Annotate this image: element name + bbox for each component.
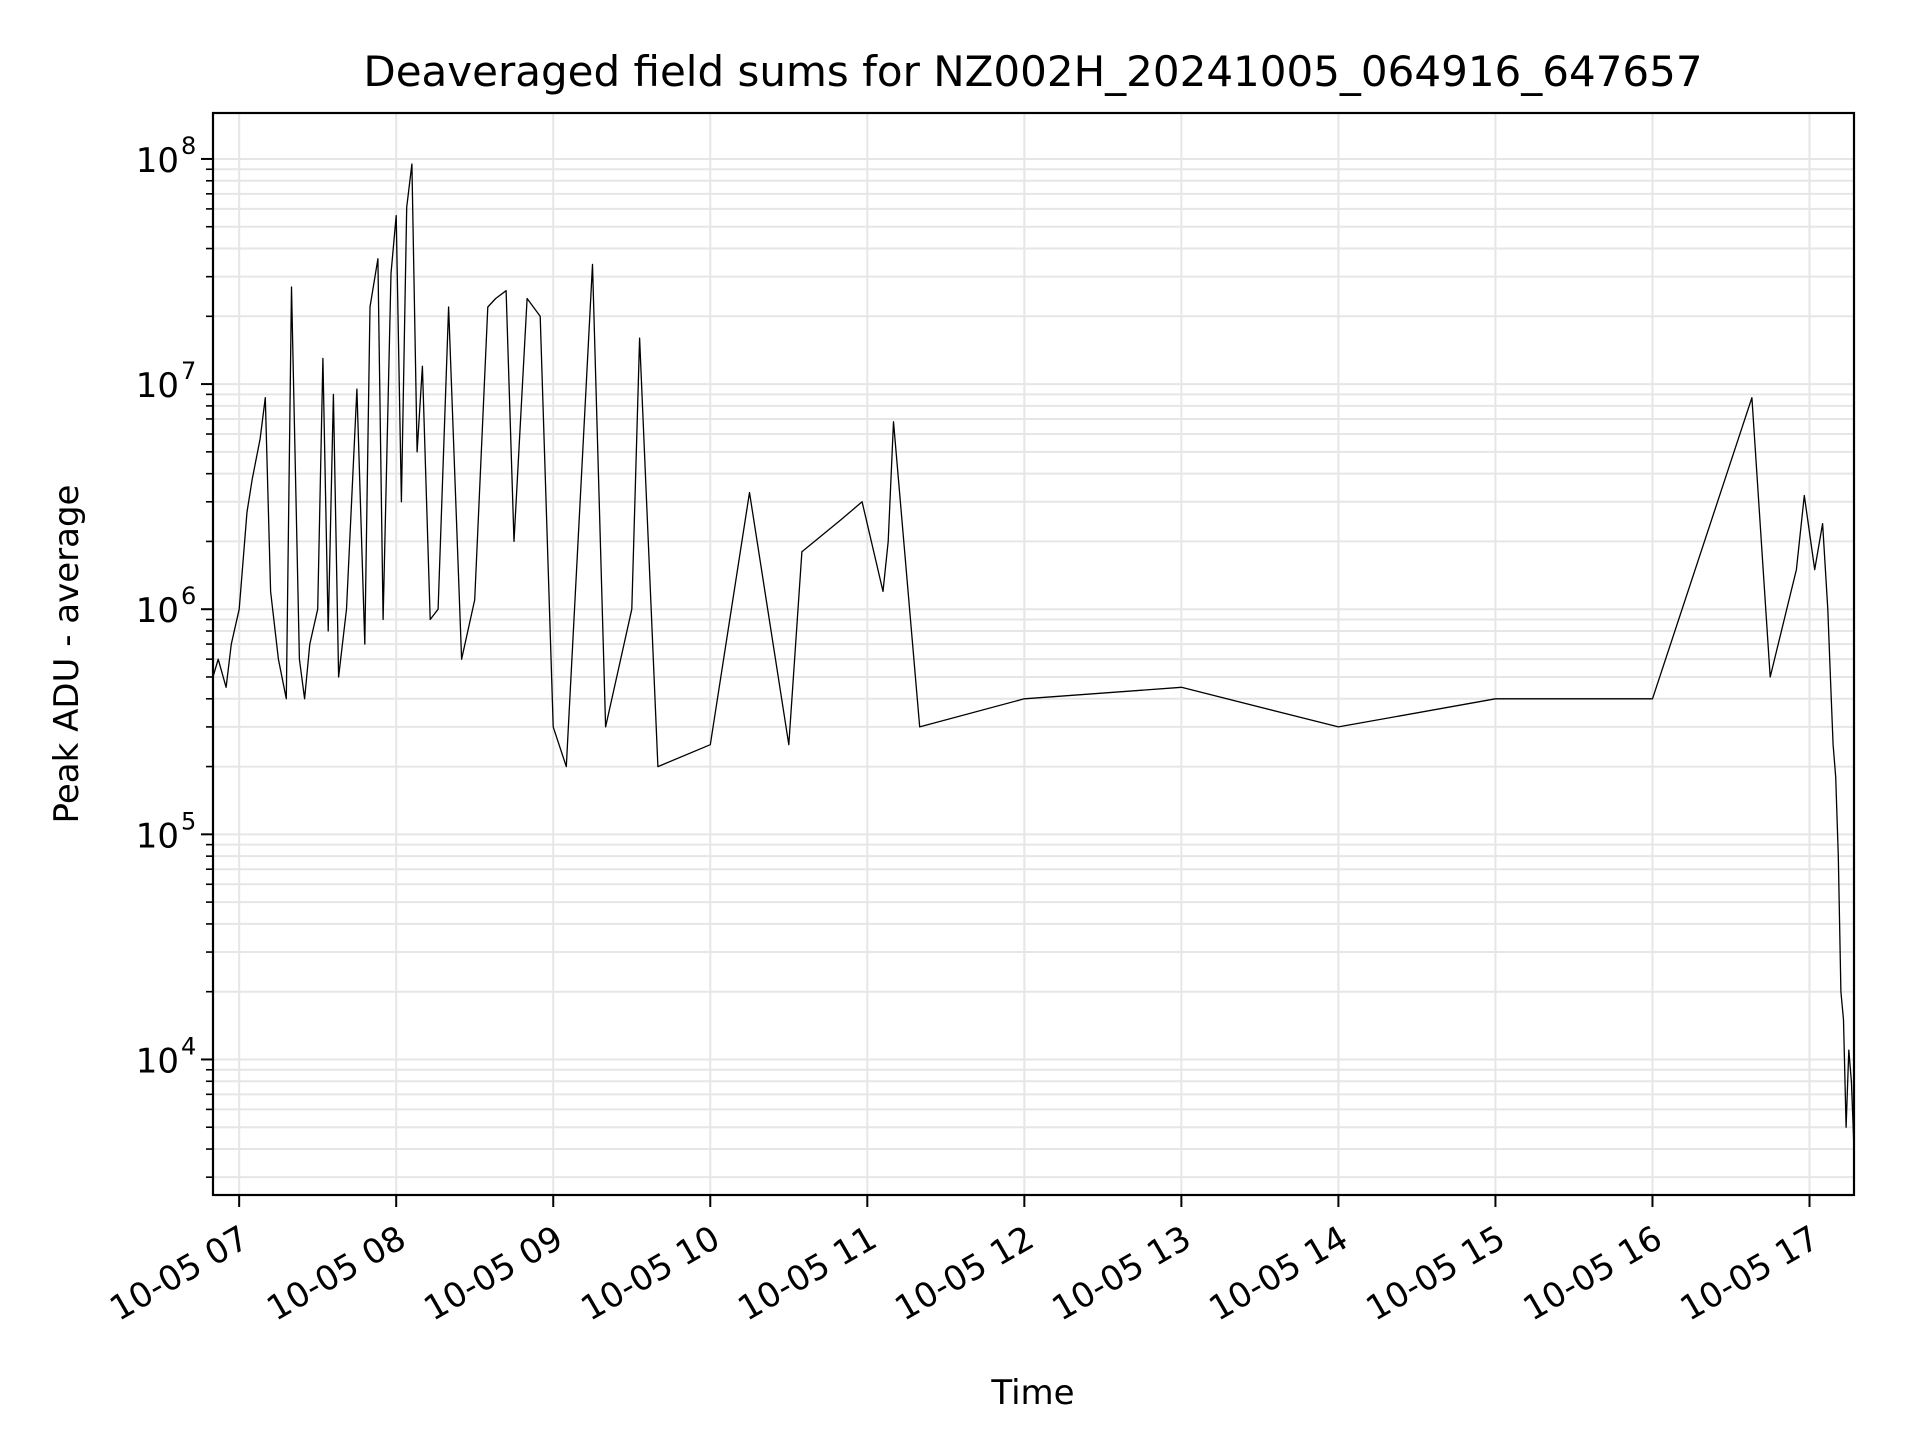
y-tick-exponent: 8 xyxy=(181,132,196,160)
y-tick-exponent: 4 xyxy=(181,1032,196,1060)
y-axis-label: Peak ADU - average xyxy=(47,485,87,824)
y-tick-label: 10 xyxy=(136,816,179,856)
y-tick-exponent: 6 xyxy=(181,582,196,610)
y-tick-label: 10 xyxy=(136,1041,179,1081)
major-gridlines xyxy=(213,113,1854,1195)
y-tick-label: 10 xyxy=(136,591,179,631)
plot-area xyxy=(213,163,1854,1150)
plot-frame xyxy=(211,111,1856,1197)
minor-gridlines xyxy=(213,168,1854,1179)
y-tick-exponent: 5 xyxy=(181,807,196,835)
x-axis-label: Time xyxy=(990,1373,1074,1413)
y-tick-label: 10 xyxy=(136,141,179,181)
chart-title: Deaveraged field sums for NZ002H_2024100… xyxy=(363,47,1702,96)
y-tick-exponent: 7 xyxy=(181,357,196,385)
y-tick-label: 10 xyxy=(136,366,179,406)
series-line xyxy=(213,163,1854,1150)
